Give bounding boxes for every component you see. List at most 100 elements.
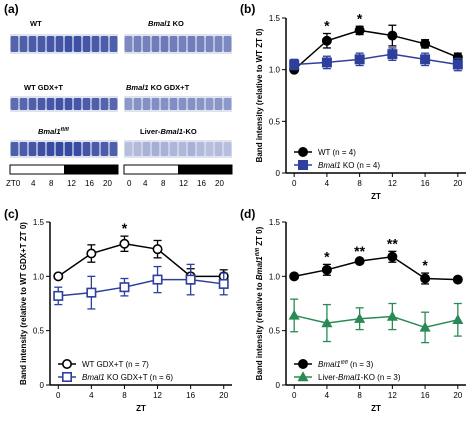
legend-label: Bmal1 KO GDX+T (n = 6) bbox=[82, 373, 173, 382]
data-point-marker bbox=[354, 25, 365, 36]
zt-tick-label: 12 bbox=[67, 179, 76, 188]
series-0 bbox=[289, 250, 463, 285]
blot-band bbox=[37, 142, 46, 156]
zt-tick-label: 8 bbox=[49, 179, 54, 188]
data-point-marker bbox=[297, 358, 308, 369]
x-tick-label: 4 bbox=[325, 391, 330, 400]
blot1-right-label: Bmal1 KO bbox=[148, 19, 184, 28]
blot-band bbox=[109, 98, 118, 110]
blot-band bbox=[133, 142, 142, 156]
blot-band bbox=[187, 36, 196, 52]
data-point-marker bbox=[321, 317, 333, 328]
series-1 bbox=[53, 263, 229, 310]
x-tick-label: 8 bbox=[357, 391, 362, 400]
data-point-marker bbox=[420, 54, 431, 65]
blot-band bbox=[178, 36, 187, 52]
panel-c-letter: (c) bbox=[4, 207, 19, 221]
y-tick-label: 0.5 bbox=[269, 327, 281, 336]
zt-tick-label: 0 bbox=[127, 179, 132, 188]
chart-b: 0 0.5 1.0 1.5 0 4 8 12 16 20 ZT Band intensity (rel… bbox=[255, 10, 466, 201]
blot-strip bbox=[10, 96, 118, 112]
data-point-marker bbox=[354, 256, 365, 267]
x-axis-label: ZT bbox=[136, 404, 146, 413]
data-point-marker bbox=[152, 244, 163, 255]
blot-band bbox=[205, 36, 214, 52]
y-axis-label: Band intensity (relative to WT GDX+T ZT … bbox=[19, 222, 28, 385]
data-point-marker bbox=[420, 38, 431, 49]
blot-band bbox=[64, 98, 73, 110]
data-point-marker bbox=[53, 271, 64, 282]
x-tick-label: 20 bbox=[453, 179, 462, 188]
blot-band bbox=[124, 98, 133, 110]
blot-wt-bmal1ko bbox=[10, 34, 232, 54]
data-point-marker bbox=[452, 274, 463, 285]
blot-band bbox=[187, 98, 196, 110]
x-axis-label: ZT bbox=[371, 192, 381, 201]
blot-band bbox=[19, 36, 28, 52]
x-tick-label: 4 bbox=[325, 179, 330, 188]
data-point-marker bbox=[61, 358, 72, 369]
data-point-marker bbox=[452, 59, 463, 70]
blot-band bbox=[73, 36, 82, 52]
x-tick-label: 12 bbox=[388, 391, 397, 400]
blot2-right-rest: KO GDX+T bbox=[149, 83, 190, 92]
y-tick-label: 0.5 bbox=[33, 327, 45, 336]
x-tick-label: 16 bbox=[421, 391, 430, 400]
data-point-marker bbox=[218, 278, 229, 289]
y-tick-label: 0 bbox=[40, 381, 45, 390]
data-point-marker bbox=[419, 321, 431, 332]
blot-band bbox=[73, 98, 82, 110]
light-dark-bar-left bbox=[9, 164, 119, 175]
data-point-marker bbox=[420, 273, 431, 284]
significance-star: * bbox=[422, 257, 428, 273]
blot1-right-italic: Bmal1 bbox=[148, 19, 171, 28]
panel-d-letter: (d) bbox=[240, 207, 255, 221]
x-tick-label: 20 bbox=[219, 391, 228, 400]
blot-band bbox=[73, 142, 82, 156]
x-tick-label: 8 bbox=[357, 179, 362, 188]
blot-band bbox=[28, 36, 37, 52]
y-axis-label: Band intensity (relative to WT ZT 0) bbox=[255, 28, 264, 162]
blot-band bbox=[178, 98, 187, 110]
blot-band bbox=[160, 36, 169, 52]
x-tick-label: 0 bbox=[292, 179, 297, 188]
data-point-marker bbox=[321, 35, 332, 46]
data-point-marker bbox=[452, 314, 464, 324]
series-line bbox=[57, 242, 224, 278]
series-0 bbox=[53, 235, 229, 285]
blot3-left-label: Bmal1fl/fl bbox=[38, 127, 69, 136]
x-tick-label: 4 bbox=[89, 391, 94, 400]
blot-band bbox=[151, 142, 160, 156]
x-tick-label: 16 bbox=[421, 179, 430, 188]
zt-tick-label: 16 bbox=[85, 179, 94, 188]
light-dark-bar-right bbox=[123, 164, 233, 175]
x-tick-label: 16 bbox=[186, 391, 195, 400]
data-point-marker bbox=[53, 290, 64, 301]
legend-label: WT GDX+T (n = 7) bbox=[82, 360, 149, 369]
legend-label: WT (n = 4) bbox=[318, 148, 356, 157]
blot-band bbox=[205, 98, 214, 110]
series-1 bbox=[288, 298, 464, 344]
legend-label: Bmal1 KO (n = 4) bbox=[318, 161, 380, 170]
blot-band bbox=[124, 142, 133, 156]
data-point-marker bbox=[321, 264, 332, 275]
significance-star: * bbox=[324, 248, 330, 264]
series-0 bbox=[289, 24, 463, 75]
series-line bbox=[294, 314, 458, 329]
blot-band bbox=[55, 98, 64, 110]
blot-band bbox=[205, 142, 214, 156]
blot-band bbox=[160, 142, 169, 156]
blot-band bbox=[37, 98, 46, 110]
blot-band bbox=[214, 98, 223, 110]
blot-band bbox=[100, 36, 109, 52]
data-point-marker bbox=[289, 59, 300, 70]
y-tick-label: 0.5 bbox=[269, 117, 281, 126]
blot-band bbox=[124, 36, 133, 52]
data-point-marker bbox=[387, 251, 398, 262]
blot-band bbox=[46, 142, 55, 156]
legend-label: Liver-Bmal1-KO (n = 3) bbox=[318, 373, 401, 382]
zt-tick-label: 12 bbox=[179, 179, 188, 188]
significance-star: * bbox=[357, 10, 363, 26]
blot-band bbox=[223, 36, 232, 52]
significance-star: * bbox=[324, 18, 330, 34]
